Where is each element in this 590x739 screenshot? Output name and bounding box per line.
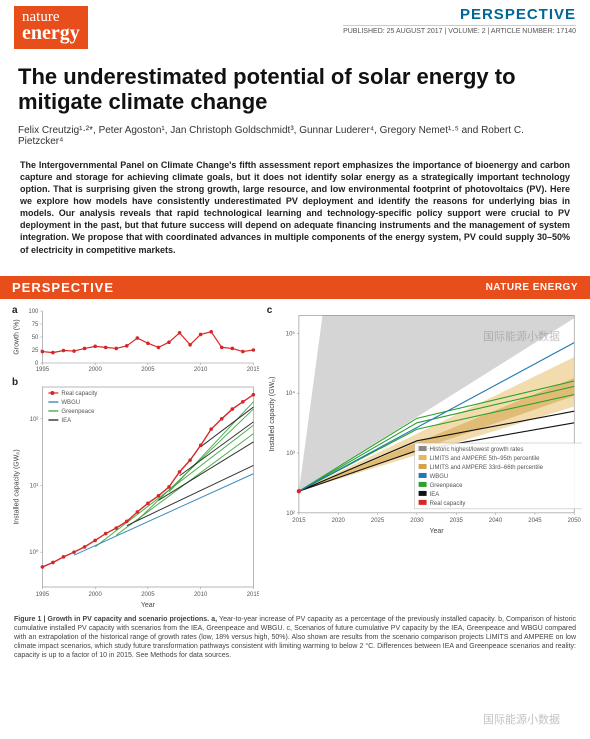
- svg-text:Installed capacity (GWₚ): Installed capacity (GWₚ): [269, 376, 276, 451]
- svg-text:2015: 2015: [292, 518, 306, 524]
- section-band: PERSPECTIVE NATURE ENERGY: [0, 276, 590, 299]
- svg-text:Historic highest/lowest growth: Historic highest/lowest growth rates: [429, 447, 523, 453]
- panel-label-c: c: [267, 305, 273, 316]
- svg-text:Year: Year: [429, 528, 444, 535]
- svg-text:10¹: 10¹: [30, 483, 39, 489]
- svg-text:LIMITS and AMPERE 33rd–66th pe: LIMITS and AMPERE 33rd–66th percentile: [429, 465, 543, 471]
- svg-text:WBGU: WBGU: [61, 400, 80, 406]
- svg-text:2020: 2020: [331, 518, 345, 524]
- figure-panel-a: a 025507510019952000200520102015Growth (…: [8, 305, 259, 375]
- svg-text:Real capacity: Real capacity: [429, 501, 465, 507]
- svg-text:2040: 2040: [489, 518, 503, 524]
- svg-text:100: 100: [28, 309, 39, 315]
- svg-text:10⁴: 10⁴: [285, 390, 295, 397]
- article-title: The underestimated potential of solar en…: [18, 64, 572, 115]
- svg-text:10⁵: 10⁵: [286, 330, 296, 337]
- panel-label-b: b: [12, 377, 18, 388]
- chart-b: 10⁰ 10¹ 10² 1995 2000 2005 2010 2015 Year Install…: [8, 377, 259, 607]
- svg-text:2015: 2015: [247, 592, 259, 598]
- svg-text:2005: 2005: [141, 592, 155, 598]
- caption-lead: Figure 1 | Growth in PV capacity and sce…: [14, 616, 217, 623]
- svg-text:Greenpeace: Greenpeace: [429, 483, 463, 489]
- band-left-label: PERSPECTIVE: [12, 280, 114, 295]
- figure-caption: Figure 1 | Growth in PV capacity and sce…: [0, 609, 590, 666]
- svg-text:Growth (%): Growth (%): [13, 319, 20, 354]
- svg-text:2035: 2035: [449, 518, 463, 524]
- article-type-label: PERSPECTIVE: [343, 6, 576, 26]
- figure-panel-c: c 10² 10³ 10⁴ 10⁵ 2015 2020 2025 2030 2035 2040 20…: [263, 305, 582, 609]
- svg-text:IEA: IEA: [61, 418, 71, 424]
- watermark-2: 国际能源小数据: [483, 711, 560, 727]
- svg-text:2005: 2005: [141, 367, 155, 373]
- svg-text:2045: 2045: [528, 518, 542, 524]
- svg-text:2050: 2050: [567, 518, 581, 524]
- author-list: Felix Creutzig¹·²*, Peter Agoston¹, Jan …: [18, 125, 572, 147]
- chart-a: 025507510019952000200520102015Growth (%): [8, 305, 259, 375]
- publication-info: PUBLISHED: 25 AUGUST 2017 | VOLUME: 2 | …: [343, 28, 576, 35]
- svg-text:IEA: IEA: [429, 492, 439, 498]
- svg-text:10²: 10²: [286, 511, 295, 517]
- svg-text:10²: 10²: [30, 417, 39, 423]
- svg-text:Installed capacity (GWₚ): Installed capacity (GWₚ): [13, 449, 20, 524]
- figure-panel-b: b 10⁰ 10¹ 10² 1995 2000 2005 2010 2015 Year Insta…: [8, 377, 259, 609]
- svg-text:2010: 2010: [194, 592, 208, 598]
- svg-text:LIMITS and AMPERE 5th–95th per: LIMITS and AMPERE 5th–95th percentile: [429, 456, 539, 462]
- svg-text:2030: 2030: [410, 518, 424, 524]
- band-right-label: NATURE ENERGY: [486, 282, 578, 293]
- journal-logo: nature energy: [14, 6, 88, 49]
- svg-text:10³: 10³: [286, 451, 295, 457]
- svg-text:Greenpeace: Greenpeace: [61, 409, 95, 415]
- svg-text:Year: Year: [141, 602, 156, 607]
- svg-text:1995: 1995: [36, 367, 50, 373]
- svg-text:2000: 2000: [88, 367, 102, 373]
- svg-text:2000: 2000: [88, 592, 102, 598]
- svg-text:2015: 2015: [247, 367, 259, 373]
- svg-text:75: 75: [32, 322, 39, 328]
- svg-text:50: 50: [32, 335, 39, 341]
- chart-c: 10² 10³ 10⁴ 10⁵ 2015 2020 2025 2030 2035 2040 2045…: [263, 305, 582, 605]
- svg-text:WBGU: WBGU: [429, 474, 448, 480]
- abstract-text: The Intergovernmental Panel on Climate C…: [18, 159, 572, 256]
- svg-text:25: 25: [32, 348, 39, 354]
- svg-text:1995: 1995: [36, 592, 50, 598]
- svg-text:Real capacity: Real capacity: [61, 391, 97, 397]
- panel-label-a: a: [12, 305, 18, 316]
- svg-text:2025: 2025: [371, 518, 385, 524]
- svg-text:10⁰: 10⁰: [29, 549, 39, 556]
- logo-line-2: energy: [22, 24, 80, 43]
- svg-text:2010: 2010: [194, 367, 208, 373]
